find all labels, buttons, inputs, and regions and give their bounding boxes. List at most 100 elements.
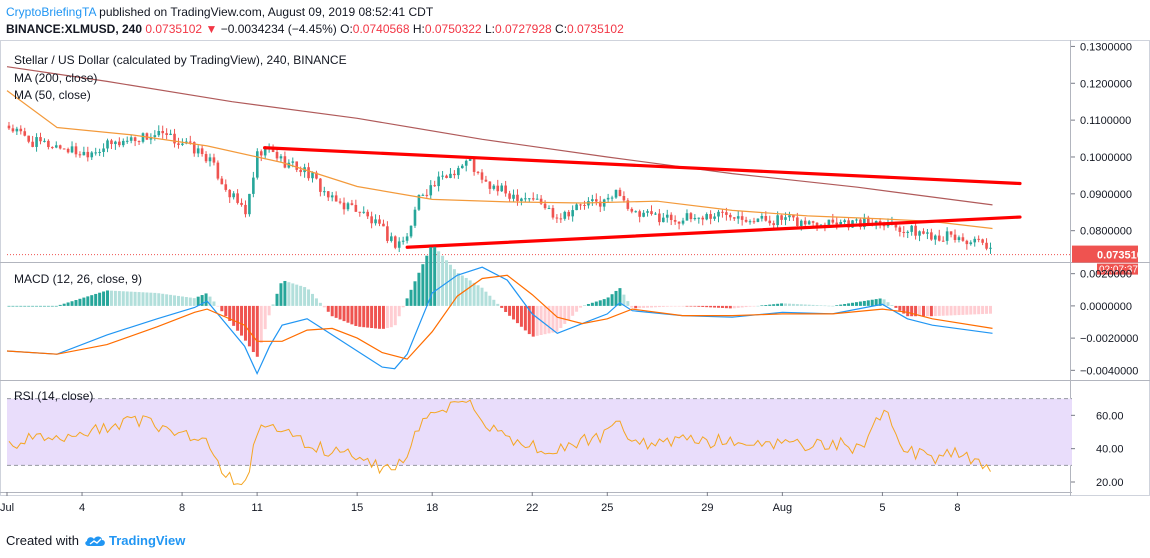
macd-histogram-bar (165, 294, 169, 306)
candle-body (441, 175, 444, 177)
candle-body (744, 219, 748, 222)
macd-histogram-bar (622, 294, 626, 306)
macd-histogram-bar (677, 305, 681, 307)
candle-body (15, 128, 19, 132)
time-axis-label: 18 (426, 502, 438, 514)
low-value: 0.0727928 (494, 22, 552, 36)
last-price-tag-text: 0.0735102 (1097, 250, 1149, 262)
candle-body (614, 189, 618, 198)
macd-histogram-bar (82, 297, 86, 306)
macd-histogram-bar (874, 299, 878, 306)
macd-histogram-bar (413, 281, 417, 306)
change-value: −0.0034234 (−4.45%) (220, 22, 337, 36)
time-axis-label: Aug (773, 502, 793, 514)
trendline-lower (405, 215, 1022, 249)
macd-histogram-bar (405, 298, 409, 306)
macd-histogram-bar (602, 299, 606, 306)
macd-signal-line (6, 274, 993, 360)
macd-legend[interactable]: MACD (12, 26, close, 9) (14, 272, 143, 286)
candle-body (555, 217, 559, 219)
macd-histogram-bar (31, 305, 35, 307)
macd-histogram-bar (937, 305, 941, 316)
candle-body (90, 152, 94, 158)
candle-body (732, 217, 736, 219)
macd-histogram-bar (870, 299, 874, 306)
macd-axis-label: 0.0000000 (1080, 301, 1132, 313)
macd-histogram-bar (728, 305, 732, 309)
macd-histogram-bar (610, 294, 614, 306)
candle-body (768, 220, 772, 224)
price-axis-label: 0.0900000 (1080, 189, 1132, 201)
macd-histogram-bar (815, 305, 819, 306)
macd-histogram-bar (854, 302, 858, 306)
macd-histogram-bar (220, 305, 224, 312)
macd-histogram-bar (102, 291, 106, 306)
ma200-legend[interactable]: MA (200, close) (14, 71, 98, 85)
candle-body (949, 231, 953, 235)
macd-histogram-bar (236, 305, 240, 331)
candle-body (141, 133, 145, 142)
candle-body (575, 204, 578, 211)
candle-body (110, 140, 113, 145)
candle-body (937, 235, 941, 241)
rsi-axis-label: 20.00 (1096, 477, 1124, 489)
macd-histogram-bar (921, 305, 925, 317)
macd-histogram-bar (291, 283, 295, 306)
macd-histogram-bar (582, 305, 586, 306)
candle-body (922, 231, 925, 234)
open-value: 0.0740568 (352, 22, 410, 36)
candle-body (492, 185, 496, 189)
macd-histogram-bar (902, 305, 906, 314)
macd-histogram-bar (437, 251, 441, 306)
rsi-legend[interactable]: RSI (14, close) (14, 389, 94, 403)
macd-histogram-bar (488, 295, 492, 306)
macd-histogram-bar (62, 303, 66, 306)
macd-histogram-bar (953, 305, 957, 316)
candle-body (236, 193, 239, 203)
candle-body (208, 157, 212, 162)
macd-histogram-bar (898, 305, 902, 311)
macd-histogram-bar (500, 305, 504, 308)
macd-histogram-bar (338, 305, 342, 320)
macd-histogram-bar (906, 305, 910, 317)
macd-histogram-bar (283, 280, 287, 306)
candle-body (11, 128, 15, 132)
macd-histogram-bar (740, 305, 744, 308)
macd-histogram-bar (39, 305, 43, 307)
candle-body (114, 141, 117, 145)
candle-body (181, 143, 184, 145)
candle-body (646, 211, 649, 213)
macd-histogram-bar (831, 305, 835, 307)
macd-histogram-bar (579, 305, 583, 308)
tradingview-logo[interactable]: TradingView (84, 533, 185, 548)
chart-area[interactable]: 0.1300000 0.1200000 0.1100000 0.1000000 0.09… (0, 38, 1150, 538)
candle-body (634, 211, 638, 213)
time-axis-label: Jul (0, 502, 14, 514)
last-price-tag (1072, 245, 1138, 263)
candle-body (173, 133, 176, 144)
macd-histogram-bar (145, 292, 149, 306)
candle-body (941, 240, 945, 242)
candle-body (382, 223, 385, 227)
macd-histogram-bar (504, 305, 508, 312)
macd-histogram-bar (381, 305, 385, 329)
candle-body (705, 214, 708, 220)
ma50-legend[interactable]: MA (50, close) (14, 88, 91, 102)
author-link[interactable]: CryptoBriefingTA (6, 5, 96, 19)
macd-histogram-bar (981, 305, 985, 315)
macd-histogram-bar (212, 301, 216, 306)
candle-body (397, 241, 401, 248)
macd-histogram-bar (255, 305, 259, 357)
candle-body (54, 145, 58, 148)
candle-body (252, 177, 255, 194)
macd-histogram-bar (693, 305, 697, 307)
candle-body (118, 141, 121, 146)
candle-body (807, 221, 811, 225)
macd-histogram-bar (11, 305, 15, 307)
macd-histogram-bar (492, 299, 496, 306)
candle-body (626, 200, 630, 209)
macd-histogram-bar (98, 292, 102, 306)
candle-body (516, 194, 519, 201)
macd-histogram-bar (271, 304, 275, 306)
macd-histogram-bar (512, 305, 516, 320)
